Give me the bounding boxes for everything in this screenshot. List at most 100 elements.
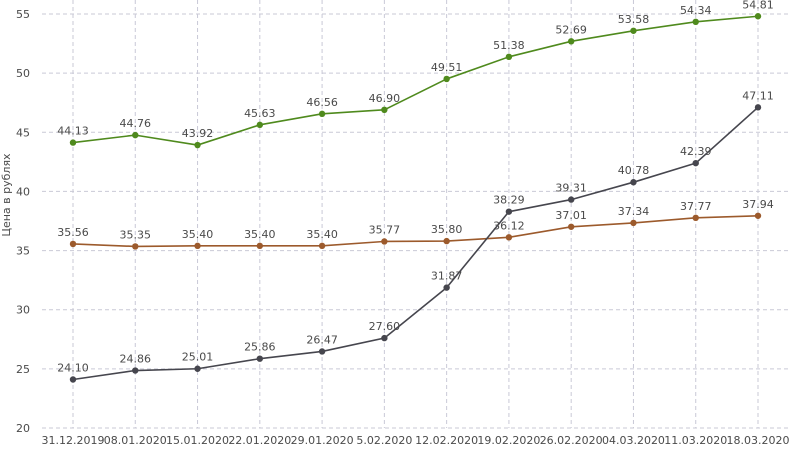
data-label: 53.58 [618,13,650,26]
x-tick-label: 04.03.2020 [602,434,665,447]
data-label: 37.34 [618,205,650,218]
data-point [381,238,388,245]
y-tick-label: 20 [16,422,30,435]
data-label: 35.40 [306,228,338,241]
data-label: 45.63 [244,107,276,120]
x-tick-label: 08.01.2020 [104,434,167,447]
data-label: 35.35 [120,228,152,241]
data-label: 37.01 [555,209,587,222]
data-point [754,13,762,20]
data-point [692,214,699,222]
y-tick-label: 50 [16,67,30,80]
data-point [381,106,388,114]
y-tick-label: 35 [16,245,30,258]
data-label: 35.77 [369,223,401,236]
data-point [754,104,762,111]
data-label: 31.87 [431,270,463,283]
data-label: 40.78 [618,164,650,177]
series-line-1 [72,15,759,146]
data-point [194,141,201,149]
data-labels: 44.13 44.76 43.92 45.63 46.56 46.90 49.51 51.38… [57,0,774,375]
y-axis-title: Цена в рублях [0,153,13,237]
data-label: 24.10 [57,362,89,375]
data-label: 44.76 [120,117,152,130]
data-point [567,223,575,230]
data-point [630,27,637,34]
y-tick-label: 55 [16,8,30,21]
data-point [132,131,139,139]
data-point [505,208,513,215]
x-tick-label: 15.01.2020 [166,434,229,447]
data-label: 27.60 [369,320,401,333]
x-tick-label: 26.02.2020 [540,434,603,447]
data-point [69,376,77,383]
data-point [443,237,450,245]
y-tick-label: 45 [16,126,30,139]
series-line-3 [72,106,759,381]
data-point [381,334,388,342]
data-point [567,196,575,203]
x-tick-label: 29.01.2020 [291,434,354,447]
data-label: 26.47 [306,333,338,346]
data-label: 38.29 [493,194,525,207]
y-tick-label: 30 [16,304,30,317]
data-label: 51.38 [493,39,525,52]
data-label: 25.86 [244,341,276,354]
x-tick-label: 12.02.2020 [415,434,478,447]
x-tick-label: 5.02.2020 [356,434,412,447]
data-point [318,348,326,355]
data-label: 46.56 [306,96,338,109]
data-point [692,159,699,167]
data-point [256,242,264,250]
data-point [443,284,450,291]
data-point [69,240,77,248]
y-tick-label: 25 [16,363,30,376]
data-point [194,365,201,372]
axes: Цена в рублях 20 25 30 35 40 45 50 55 31.12.2019… [0,8,789,447]
data-point [132,367,139,374]
data-point [256,121,264,129]
data-point [318,110,326,118]
x-tick-label: 19.02.2020 [477,434,540,447]
y-tick-label: 40 [16,185,30,198]
data-point [194,242,201,250]
x-tick-label: 31.12.2019 [42,434,105,447]
data-label: 49.51 [431,61,463,74]
data-label: 25.01 [182,351,214,364]
data-label: 39.31 [555,182,587,195]
data-point [567,38,575,45]
data-point [256,355,264,362]
series-layer [69,13,762,383]
data-label: 46.90 [369,92,401,105]
data-label: 35.80 [431,223,463,236]
data-point [630,219,637,227]
data-label: 43.92 [182,127,214,140]
data-label: 35.56 [57,226,89,239]
data-point [630,179,637,186]
data-label: 37.94 [742,198,774,211]
series-line-2 [72,214,759,248]
x-tick-label: 11.03.2020 [664,434,727,447]
data-point [69,139,77,146]
grid [42,0,790,429]
x-tick-label: 22.01.2020 [228,434,291,447]
data-point [692,18,699,26]
data-label: 44.13 [57,125,89,138]
x-tick-label: 18.03.2020 [727,434,790,447]
data-label: 52.69 [555,23,587,36]
data-point [443,75,450,83]
data-label: 36.12 [493,219,525,232]
data-label: 54.81 [742,0,774,11]
data-label: 35.40 [182,228,214,241]
data-label: 54.34 [680,4,712,17]
data-label: 24.86 [120,353,152,366]
data-point [132,243,139,250]
data-label: 42.39 [680,145,712,158]
data-label: 37.77 [680,200,712,213]
data-label: 35.40 [244,228,276,241]
data-point [754,212,762,219]
data-label: 47.11 [742,89,774,102]
data-point [505,234,513,241]
